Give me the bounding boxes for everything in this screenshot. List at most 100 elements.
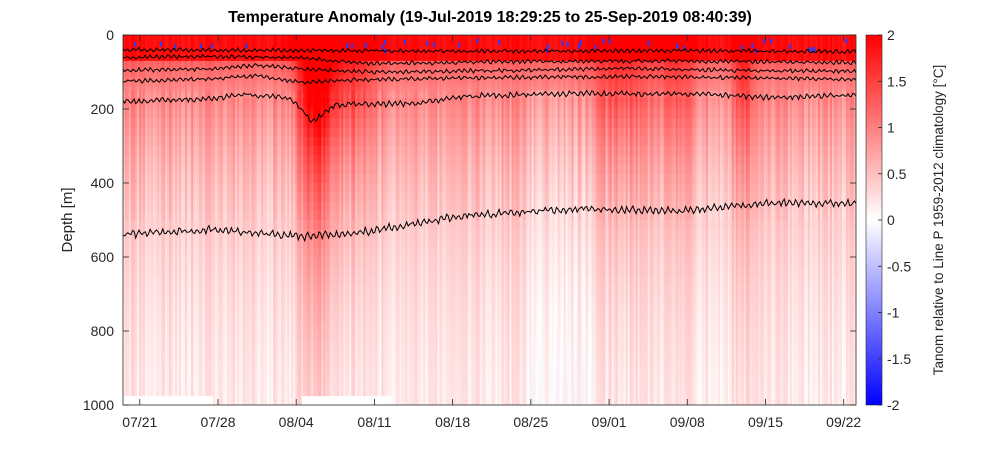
heatmap-cell	[133, 312, 136, 323]
heatmap-cell	[147, 86, 150, 91]
heatmap-cell	[169, 101, 172, 106]
heatmap-cell	[139, 275, 142, 286]
heatmap-cell	[153, 386, 156, 397]
heatmap-cell	[165, 238, 168, 249]
heatmap-cell	[131, 220, 134, 230]
heatmap-cell	[157, 266, 160, 276]
heatmap-cell	[133, 210, 136, 221]
heatmap-cell	[181, 109, 184, 119]
heatmap-cell	[125, 284, 128, 295]
heatmap-cell	[137, 60, 140, 65]
heatmap-cell	[135, 173, 138, 184]
heatmap-cell	[131, 101, 134, 106]
heatmap-cell	[129, 97, 132, 102]
heatmap-cell	[137, 377, 140, 387]
heatmap-cell	[159, 86, 162, 91]
heatmap-cell	[181, 275, 184, 286]
heatmap-cell	[159, 72, 162, 77]
heatmap-cell	[123, 284, 126, 295]
heatmap-cell	[177, 173, 180, 184]
heatmap-cell	[183, 331, 186, 341]
heatmap-cell	[169, 105, 172, 110]
heatmap-cell	[187, 284, 190, 295]
heatmap-cell	[127, 127, 130, 138]
heatmap-cell	[139, 75, 142, 80]
heatmap-cell	[141, 377, 144, 387]
heatmap-cell	[153, 94, 156, 99]
heatmap-cell	[127, 294, 130, 304]
heatmap-cell	[181, 368, 184, 378]
heatmap-cell	[175, 97, 178, 102]
heatmap-cell	[181, 94, 184, 99]
heatmap-cell	[155, 368, 158, 378]
heatmap-cell	[135, 238, 138, 249]
heatmap-cell	[179, 312, 182, 323]
heatmap-cell	[173, 183, 176, 193]
heatmap-cell	[139, 97, 142, 102]
heatmap-cell	[163, 349, 166, 360]
heatmap-cell	[165, 64, 168, 69]
heatmap-cell	[183, 101, 186, 106]
heatmap-cell	[163, 358, 166, 369]
heatmap-cell	[187, 229, 190, 239]
heatmap-cell	[133, 75, 136, 80]
heatmap-cell	[127, 257, 130, 267]
heatmap-cell	[149, 303, 152, 313]
heatmap-cell	[135, 386, 138, 397]
heatmap-cell	[179, 229, 182, 239]
heatmap-cell	[177, 164, 180, 175]
heatmap-cell	[131, 136, 134, 147]
heatmap-cell	[139, 35, 142, 40]
heatmap-cell	[183, 349, 186, 360]
heatmap-cell	[125, 377, 128, 387]
heatmap-cell	[135, 275, 138, 286]
heatmap-cell	[167, 72, 170, 77]
heatmap-cell	[175, 72, 178, 77]
heatmap-cell	[159, 173, 162, 184]
heatmap-cell	[163, 94, 166, 99]
heatmap-cell	[147, 266, 150, 276]
heatmap-cell	[167, 321, 170, 332]
heatmap-cell	[161, 201, 164, 212]
heatmap-cell	[131, 97, 134, 102]
heatmap-cell	[131, 173, 134, 184]
heatmap-cell	[125, 266, 128, 276]
heatmap-cell	[149, 136, 152, 147]
heatmap-cell	[145, 46, 148, 51]
heatmap-cell	[125, 220, 128, 230]
heatmap-cell	[163, 101, 166, 106]
heatmap-cell	[167, 136, 170, 147]
heatmap-cell	[165, 164, 168, 175]
heatmap-cell	[167, 220, 170, 230]
heatmap-cell	[159, 321, 162, 332]
heatmap-cell	[127, 312, 130, 323]
heatmap-cell	[177, 42, 180, 47]
heatmap-cell	[149, 201, 152, 212]
heatmap-cell	[167, 97, 170, 102]
heatmap-cell	[137, 192, 140, 202]
heatmap-cell	[135, 46, 138, 51]
heatmap-cell	[159, 136, 162, 147]
heatmap-cell	[133, 247, 136, 258]
heatmap-cell	[187, 136, 190, 147]
heatmap-cell	[181, 201, 184, 212]
heatmap-cell	[123, 155, 126, 165]
heatmap-cell	[139, 136, 142, 147]
heatmap-cell	[175, 349, 178, 360]
heatmap-cell	[141, 358, 144, 369]
heatmap-cell	[157, 238, 160, 249]
heatmap-cell	[137, 303, 140, 313]
heatmap-cell	[167, 127, 170, 138]
heatmap-cell	[133, 64, 136, 69]
heatmap-cell	[147, 173, 150, 184]
heatmap-cell	[161, 75, 164, 80]
heatmap-cell	[181, 247, 184, 258]
heatmap-cell	[159, 94, 162, 99]
heatmap-cell	[153, 53, 156, 58]
heatmap-cell	[159, 220, 162, 230]
heatmap-cell	[127, 53, 130, 58]
heatmap-cell	[183, 312, 186, 323]
heatmap-cell	[171, 109, 174, 119]
heatmap-cell	[187, 294, 190, 304]
heatmap-cell	[147, 127, 150, 138]
